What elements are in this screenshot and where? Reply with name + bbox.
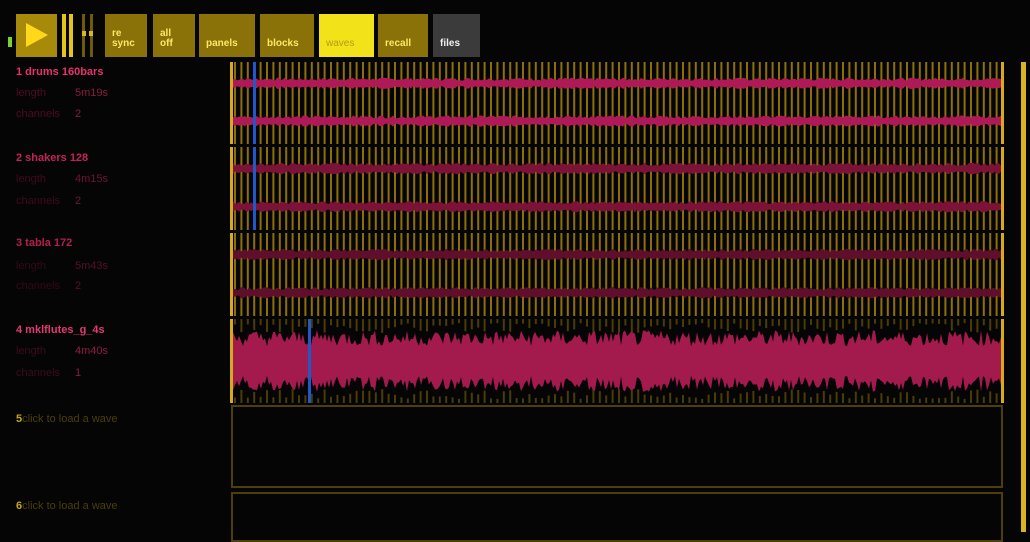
play-icon xyxy=(26,23,48,47)
length-value: 4m15s xyxy=(75,173,109,185)
waveform-track-2[interactable] xyxy=(230,147,1006,230)
all-off-button[interactable]: all off xyxy=(153,14,195,57)
waveform-graphic xyxy=(230,147,1004,230)
channels-value: 2 xyxy=(75,195,82,207)
recall-button[interactable]: recall xyxy=(378,14,428,57)
panels-button[interactable]: panels xyxy=(199,14,255,57)
load-wave-text: click to load a wave xyxy=(22,500,118,512)
channels-value: 2 xyxy=(75,108,82,120)
channels-label: channels xyxy=(16,108,61,120)
length-value: 5m43s xyxy=(75,260,109,272)
length-label: length xyxy=(16,87,46,99)
load-wave-slot-5[interactable]: 5click to load a wave xyxy=(16,413,118,425)
stop-button[interactable] xyxy=(81,14,97,57)
channels-label: channels xyxy=(16,367,61,379)
length-label: length xyxy=(16,260,46,272)
track-title: 4 mklflutes_g_4s xyxy=(16,324,105,336)
toolbar: re sync all off panels blocks waves reca… xyxy=(0,0,1030,60)
waves-button[interactable]: waves xyxy=(319,14,374,57)
waveform-track-3[interactable] xyxy=(230,233,1006,316)
slot-number: 5 xyxy=(16,413,23,425)
slot-number: 6 xyxy=(16,500,23,512)
scrollbar[interactable] xyxy=(1021,62,1026,532)
length-label: length xyxy=(16,345,46,357)
load-wave-text: click to load a wave xyxy=(22,413,118,425)
pause-button[interactable] xyxy=(60,14,76,57)
pause-icon xyxy=(62,14,66,57)
load-wave-slot-6[interactable]: 6click to load a wave xyxy=(16,500,118,512)
length-label: length xyxy=(16,173,46,185)
play-button[interactable] xyxy=(16,14,57,57)
length-value: 4m40s xyxy=(75,345,109,357)
waveform-track-1[interactable] xyxy=(230,62,1006,144)
channels-label: channels xyxy=(16,195,61,207)
status-indicator xyxy=(8,37,12,47)
track-title: 1 drums 160bars xyxy=(16,66,104,78)
empty-wave-slot-5[interactable] xyxy=(231,405,1003,488)
length-value: 5m19s xyxy=(75,87,109,99)
track-title: 2 shakers 128 xyxy=(16,152,89,164)
channels-value: 1 xyxy=(75,367,82,379)
waveform-track-4[interactable] xyxy=(230,319,1006,403)
channels-value: 2 xyxy=(75,280,82,292)
resync-button[interactable]: re sync xyxy=(105,14,147,57)
waveform-graphic xyxy=(230,62,1004,144)
blocks-button[interactable]: blocks xyxy=(260,14,314,57)
track-title: 3 tabla 172 xyxy=(16,237,73,249)
empty-wave-slot-6[interactable] xyxy=(231,492,1003,542)
waveform-graphic xyxy=(230,319,1004,403)
waveform-graphic xyxy=(230,233,1004,316)
channels-label: channels xyxy=(16,280,61,292)
files-button[interactable]: files xyxy=(433,14,480,57)
